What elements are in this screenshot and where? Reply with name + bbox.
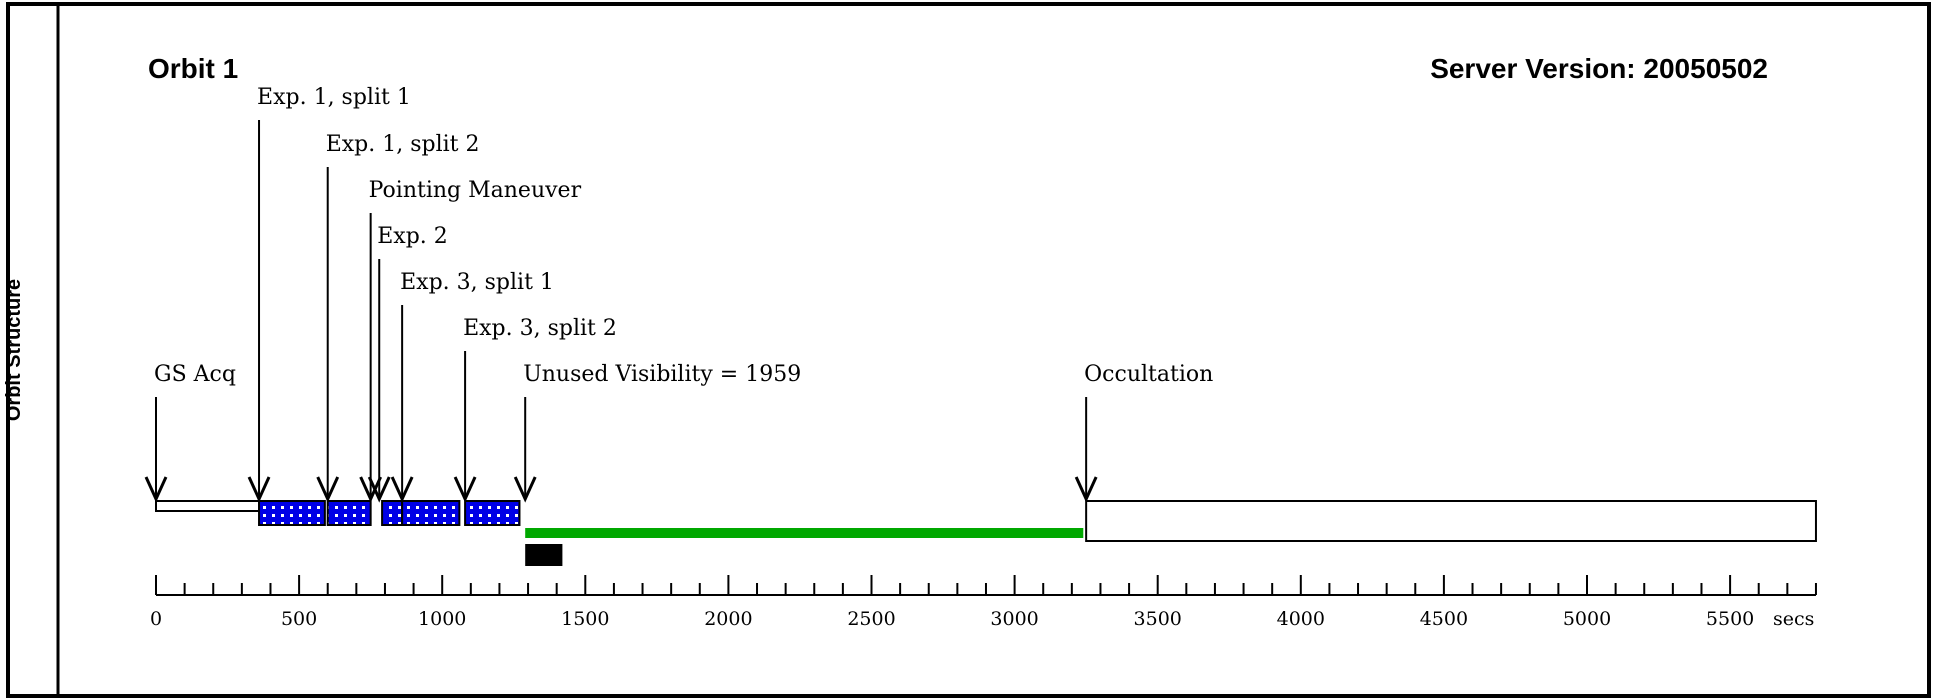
axis-tick-label: 4500 bbox=[1420, 608, 1468, 630]
side-title-box: Orbit Structure bbox=[0, 0, 58, 700]
axis-tick-label: 3000 bbox=[990, 608, 1038, 630]
server-version: Server Version: 20050502 bbox=[1430, 53, 1768, 84]
segments-layer bbox=[155, 500, 1817, 566]
axis-tick-label: 2000 bbox=[704, 608, 752, 630]
exposure-segment bbox=[326, 500, 372, 526]
axis-tick-label: 1000 bbox=[418, 608, 466, 630]
event-label: Exp. 3, split 2 bbox=[463, 316, 617, 341]
event-label: Unused Visibility = 1959 bbox=[523, 362, 801, 387]
exposure-segment bbox=[258, 500, 326, 526]
occultation-segment bbox=[1085, 500, 1817, 542]
event-label: GS Acq bbox=[154, 362, 236, 387]
axis-tick-label: 3500 bbox=[1134, 608, 1182, 630]
event-label: Pointing Maneuver bbox=[369, 178, 582, 203]
event-arrow-head bbox=[247, 476, 271, 503]
event-arrow-head bbox=[359, 476, 383, 503]
event-arrow-head bbox=[390, 476, 414, 503]
event-arrow-head bbox=[1074, 476, 1098, 503]
axis-tick-label: 1500 bbox=[561, 608, 609, 630]
event-label: Exp. 1, split 1 bbox=[257, 85, 411, 110]
event-arrow-head bbox=[453, 476, 477, 503]
exposure-segment bbox=[464, 500, 521, 526]
axis-tick-label: 2500 bbox=[847, 608, 895, 630]
axis-tick-label: 4000 bbox=[1277, 608, 1325, 630]
axis-unit-label: secs bbox=[1773, 608, 1814, 630]
event-arrow-head bbox=[144, 476, 168, 503]
unused-visibility-bar bbox=[525, 528, 1084, 538]
axis-tick-label: 500 bbox=[281, 608, 317, 630]
axis-tick-label: 0 bbox=[150, 608, 162, 630]
axis-tick-label: 5000 bbox=[1563, 608, 1611, 630]
orbit-title: Orbit 1 bbox=[148, 53, 238, 84]
acquisition-segment bbox=[155, 500, 261, 512]
event-label: Exp. 3, split 1 bbox=[400, 270, 554, 295]
event-label: Occultation bbox=[1084, 362, 1213, 387]
event-arrow-head bbox=[513, 476, 537, 503]
event-arrow-head bbox=[316, 476, 340, 503]
marker-block bbox=[525, 544, 563, 566]
outer-border bbox=[6, 2, 1931, 698]
side-title: Orbit Structure bbox=[3, 278, 25, 422]
axis-tick-label: 5500 bbox=[1706, 608, 1754, 630]
event-label: Exp. 1, split 2 bbox=[326, 132, 480, 157]
event-label: Exp. 2 bbox=[377, 224, 448, 249]
exposure-segment bbox=[401, 500, 461, 526]
events-layer: GS Acq Exp. 1, split 1 Exp. 1, split 2 Poin… bbox=[144, 85, 1213, 503]
exposure-segment bbox=[381, 500, 404, 526]
event-arrow-head bbox=[367, 476, 391, 503]
time-axis: 0 500 1000 1500 2000 2500 3000 3500 4000 4500 5000… bbox=[150, 575, 1817, 630]
